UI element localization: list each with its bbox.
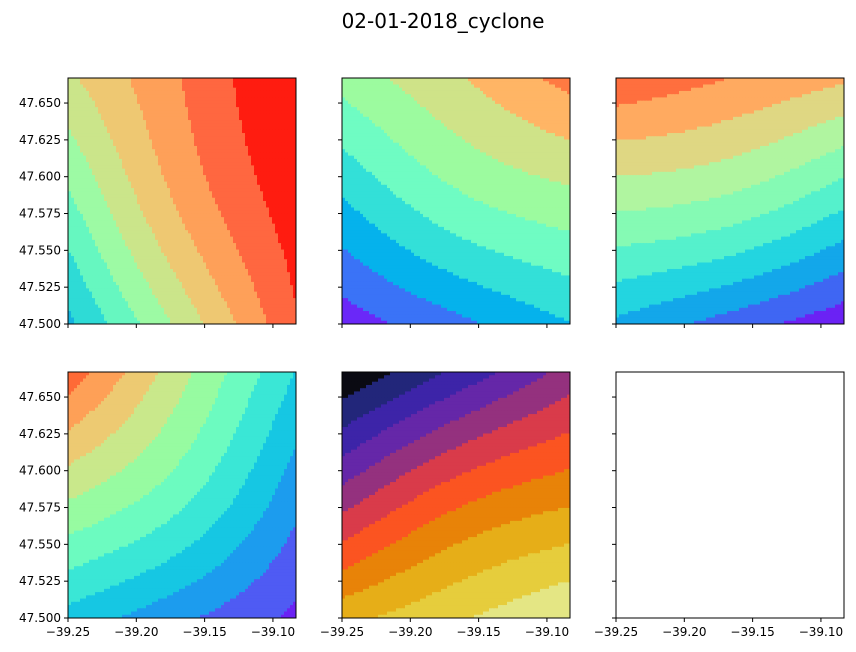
y-tick-label: 47.575 [19, 207, 61, 221]
x-tick-label: −39.20 [114, 625, 158, 639]
axes-frame-r1c1 [67, 77, 297, 325]
x-tick-label: −39.10 [251, 625, 295, 639]
y-tick-label: 47.650 [19, 390, 61, 404]
axes-frame-r2c3 [615, 371, 845, 619]
y-tick-label: 47.575 [19, 501, 61, 515]
x-tick-label: −39.25 [320, 625, 364, 639]
y-tick-label: 47.600 [19, 464, 61, 478]
axes-frame-r1c3 [615, 77, 845, 325]
x-tick-label: −39.10 [525, 625, 569, 639]
y-tick-label: 47.550 [19, 243, 61, 257]
y-tick-label: 47.625 [19, 427, 61, 441]
figure-title: 02-01-2018_cyclone [342, 9, 545, 33]
x-tick-label: −39.25 [46, 625, 90, 639]
x-tick-label: −39.20 [662, 625, 706, 639]
contour-field-r1c3 [616, 78, 844, 324]
y-tick-label: 47.525 [19, 280, 61, 294]
subplot-r1c2 [338, 77, 571, 328]
contour-field-r1c2 [342, 78, 570, 324]
axes-frame-r2c1 [67, 371, 297, 619]
x-tick-label: −39.15 [730, 625, 774, 639]
subplot-r2c3: −39.25 −39.20 −39.15 −39.10 [594, 371, 845, 639]
y-tick-label: 47.625 [19, 133, 61, 147]
y-tick-label: 47.650 [19, 96, 61, 110]
contour-field-r2c1 [68, 372, 296, 618]
x-tick-label: −39.15 [182, 625, 226, 639]
axes-frame-r1c2 [341, 77, 571, 325]
y-tick-label: 47.525 [19, 574, 61, 588]
contour-field-r1c1 [68, 78, 296, 324]
x-tick-label: −39.20 [388, 625, 432, 639]
y-tick-label: 47.600 [19, 170, 61, 184]
axes-frame-r2c2 [341, 371, 571, 619]
x-tick-label: −39.25 [594, 625, 638, 639]
contour-field-r2c2 [342, 372, 570, 618]
panels: 47.500 47.525 47.550 47.575 47.600 47.625 47.6… [19, 77, 845, 639]
y-tick-label: 47.500 [19, 317, 61, 331]
subplot-r1c1: 47.500 47.525 47.550 47.575 47.600 47.625 47.6… [19, 77, 297, 331]
x-tick-label: −39.15 [456, 625, 500, 639]
y-tick-label: 47.500 [19, 611, 61, 625]
y-tick-label: 47.550 [19, 537, 61, 551]
subplot-r2c1: 47.500 47.525 47.550 47.575 47.600 47.625 47.6… [19, 371, 297, 639]
subplot-r1c3 [612, 77, 845, 328]
subplot-r2c2: −39.25 −39.20 −39.15 −39.10 [320, 371, 571, 639]
x-tick-label: −39.10 [799, 625, 843, 639]
